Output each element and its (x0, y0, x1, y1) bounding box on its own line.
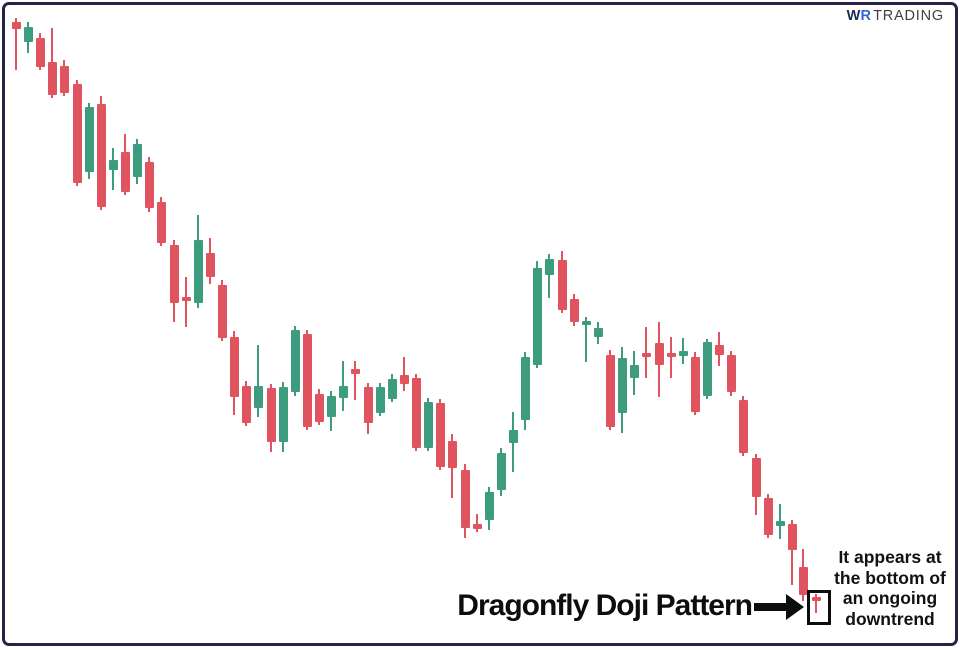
side-note-line: an ongoing (842, 588, 938, 608)
arrow-icon (754, 603, 787, 611)
candle-body (156, 202, 166, 243)
candle-body (59, 66, 69, 93)
candle-body (520, 357, 530, 420)
logo-trading-text: TRADING (873, 8, 944, 24)
candle-body (266, 388, 276, 442)
candle-body (569, 299, 579, 322)
candle-body (460, 470, 470, 528)
side-note: It appears at the bottom of an ongoing d… (826, 547, 954, 629)
candle-wick (354, 361, 356, 400)
candle-body (338, 386, 348, 398)
candle-body (787, 524, 797, 550)
candle-body (641, 353, 651, 357)
candle-body (532, 268, 542, 365)
candle-body (205, 253, 215, 277)
candle-body (678, 351, 688, 356)
side-note-line: downtrend (845, 608, 935, 629)
candle-body (253, 386, 263, 408)
candle-body (763, 498, 773, 535)
candle-body (278, 387, 288, 442)
dragonfly-doji-highlight-box (807, 590, 831, 625)
candle-body (435, 403, 445, 467)
candle-body (229, 337, 239, 397)
candle-body (617, 358, 627, 413)
candle-wick (476, 514, 478, 532)
candle-body (47, 62, 57, 95)
candle-body (811, 597, 821, 601)
candle-body (108, 160, 118, 170)
candle-body (472, 524, 482, 529)
candle-body (726, 355, 736, 392)
candle-body (581, 321, 591, 325)
candle-wick (645, 327, 647, 378)
candle-body (544, 259, 554, 275)
candle-body (350, 369, 360, 374)
candle-wick (257, 345, 259, 417)
candle-body (96, 104, 106, 207)
candle-body (72, 84, 82, 183)
candle-body (798, 567, 808, 595)
wr-trading-logo: WR TRADING (847, 8, 944, 24)
candle-body (144, 162, 154, 208)
candle-body (290, 330, 300, 392)
candle-wick (185, 277, 187, 327)
candle-body (738, 400, 748, 453)
candle-body (314, 394, 324, 422)
candle-wick (15, 18, 17, 70)
candle-body (557, 260, 567, 310)
candle-body (654, 343, 664, 365)
candle-body (484, 492, 494, 520)
logo-letter-r: R (860, 8, 872, 24)
candle-body (302, 334, 312, 427)
candle-body (11, 22, 21, 29)
candle-body (714, 345, 724, 355)
candle-wick (548, 254, 550, 298)
side-note-line: the bottom of (834, 567, 946, 588)
candle-body (241, 386, 251, 423)
candle-body (593, 328, 603, 337)
candle-wick (791, 520, 793, 585)
candle-body (169, 245, 179, 303)
candle-body (181, 297, 191, 301)
candle-body (35, 38, 45, 67)
candle-body (326, 396, 336, 417)
candle-body (496, 453, 506, 490)
candle-body (84, 107, 94, 172)
candle-body (508, 430, 518, 443)
candle-body (193, 240, 203, 303)
pattern-label: Dragonfly Doji Pattern (457, 589, 753, 622)
candle-body (775, 521, 785, 526)
side-note-line: It appears at (838, 547, 942, 567)
candle-wick (670, 337, 672, 378)
candle-wick (403, 357, 405, 391)
candle-body (751, 458, 761, 497)
candle-body (132, 144, 142, 177)
candle-body (23, 27, 33, 42)
candle-wick (815, 594, 817, 613)
candle-body (120, 152, 130, 192)
candle-body (702, 342, 712, 396)
candle-body (217, 285, 227, 338)
candle-body (387, 379, 397, 399)
candle-body (690, 357, 700, 412)
candle-body (666, 353, 676, 357)
candle-body (423, 402, 433, 448)
candle-body (375, 387, 385, 413)
candle-body (363, 387, 373, 423)
candle-body (629, 365, 639, 378)
candle-body (605, 355, 615, 427)
candle-body (411, 378, 421, 448)
arrow-head-icon (786, 594, 804, 620)
candle-wick (585, 317, 587, 362)
logo-letter-w: W (846, 8, 861, 24)
candle-body (399, 375, 409, 384)
candle-body (447, 441, 457, 468)
